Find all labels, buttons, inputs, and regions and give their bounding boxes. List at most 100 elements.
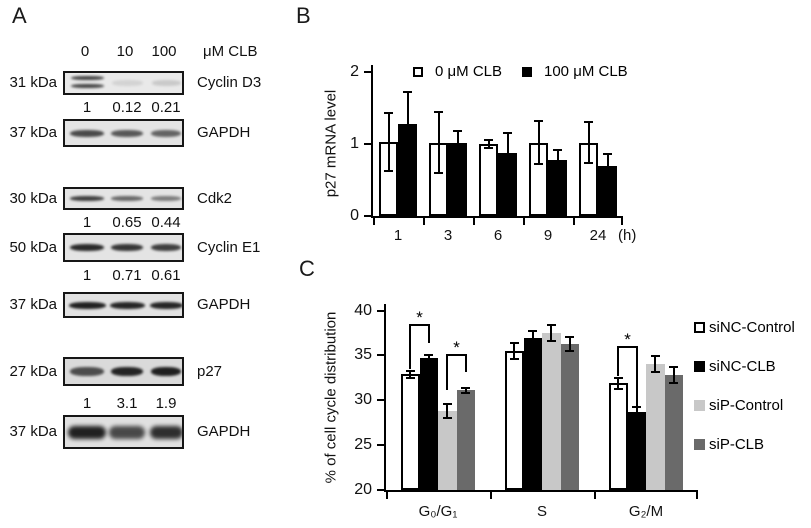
y-tick-label: 40 (354, 301, 372, 319)
panel-b-label: B (296, 3, 311, 28)
blot-band (149, 301, 182, 309)
bar-siNC-CLB (627, 411, 646, 490)
legend-swatch (694, 361, 705, 372)
chart-legend: 0 μM CLB 100 μM CLB (413, 63, 628, 80)
error-bar-cap (403, 91, 412, 94)
error-bar-cap (553, 148, 562, 151)
band-quantification-value: 1.9 (155, 395, 177, 412)
blot-band (70, 84, 104, 88)
error-bar-cap (453, 130, 462, 133)
error-bar-cap (405, 376, 415, 379)
y-axis-title: % of cell cycle distribution (322, 311, 340, 484)
error-bar-cap (603, 153, 612, 156)
legend-item: siNC-Control (694, 319, 795, 336)
error-bar (606, 154, 609, 178)
error-bar-cap (669, 366, 679, 369)
x-category-label: 24 (589, 227, 607, 244)
error-bar-cap (650, 371, 660, 374)
error-bar-cap (461, 392, 471, 395)
band-quantification-value: 1 (82, 395, 92, 412)
error-bar-cap (509, 358, 519, 361)
bar-siNC-CLB (419, 358, 438, 490)
significance-bracket-arm (617, 345, 620, 377)
y-axis-tick (377, 444, 385, 447)
error-bar-cap (453, 153, 462, 156)
x-axis-tick (373, 218, 375, 225)
error-bar-cap (603, 176, 612, 179)
bar-100-μM-CLB (448, 142, 467, 216)
bar-0-μM-CLB (479, 144, 498, 216)
protein-label: Cdk2 (197, 189, 233, 207)
significance-bracket-arm (427, 324, 430, 343)
significance-star: * (416, 308, 423, 328)
error-bar-cap (424, 360, 434, 363)
blot-band (151, 367, 181, 376)
legend-item: siP-CLB (694, 436, 795, 453)
error-bar-cap (632, 415, 642, 418)
error-bar-cap (546, 340, 556, 343)
significance-star: * (624, 329, 631, 349)
protein-label: Cyclin D3 (197, 74, 262, 91)
dose-label: 100 (151, 43, 177, 60)
error-bar (635, 407, 638, 417)
legend-label: siNC-Control (709, 319, 795, 336)
band-quantification-value: 0.71 (112, 267, 142, 284)
y-axis-tick (377, 354, 385, 357)
band-quantification-value: 0.12 (112, 99, 142, 116)
y-tick-label: 35 (354, 346, 372, 364)
error-bar-cap (405, 369, 415, 372)
x-category-label: S (536, 503, 548, 520)
error-bar-cap (503, 132, 512, 135)
error-bar (437, 112, 440, 173)
panel-a-label: A (12, 3, 27, 28)
error-bar (556, 149, 559, 170)
x-category-label: G₂/M (628, 503, 664, 520)
protein-label: GAPDH (197, 124, 251, 141)
error-bar-cap (546, 323, 556, 326)
error-bar-cap (424, 353, 434, 356)
blot-band (111, 129, 143, 137)
panel-c-label: C (299, 256, 315, 281)
blot-image-gapdh (63, 292, 184, 318)
y-tick-label: 2 (350, 63, 359, 80)
bar-100-μM-CLB (548, 159, 567, 216)
protein-label: GAPDH (197, 296, 251, 313)
molecular-weight-label: 37 kDa (9, 423, 57, 440)
blot-image-cyclin-d3 (63, 71, 184, 95)
blot-band (109, 425, 145, 439)
legend-label: siP-CLB (709, 436, 765, 453)
x-axis-tick (696, 492, 698, 499)
error-bar (406, 92, 409, 156)
bar-siNC-Control (401, 374, 420, 490)
molecular-weight-label: 37 kDa (9, 296, 57, 313)
x-axis-tick (573, 218, 575, 225)
error-bar-cap (650, 355, 660, 358)
error-bar-cap (534, 163, 543, 166)
band-quantification-value: 0.21 (151, 99, 181, 116)
legend-swatch (694, 400, 705, 411)
error-bar (568, 336, 571, 351)
error-bar-cap (403, 154, 412, 157)
error-bar-cap (565, 349, 575, 352)
error-bar-cap (484, 146, 493, 149)
error-bar (387, 113, 390, 171)
bar-siNC-Control (609, 383, 628, 490)
error-bar (587, 122, 590, 163)
legend-label: siP-Control (709, 397, 784, 414)
significance-bracket-top (446, 353, 467, 356)
error-bar (456, 131, 459, 155)
error-bar (531, 331, 534, 346)
blot-band (151, 80, 181, 86)
x-axis-line (384, 490, 698, 492)
band-quantification-value: 0.65 (112, 214, 142, 231)
x-category-label: G₀/G₁ (418, 503, 458, 520)
x-axis-tick (473, 218, 475, 225)
error-bar (617, 377, 620, 389)
y-tick-label: 20 (354, 481, 372, 498)
blot-band (70, 244, 104, 251)
blot-band (68, 301, 106, 309)
error-bar-cap (584, 161, 593, 164)
blot-image-gapdh (63, 415, 184, 449)
blot-band (70, 129, 104, 137)
